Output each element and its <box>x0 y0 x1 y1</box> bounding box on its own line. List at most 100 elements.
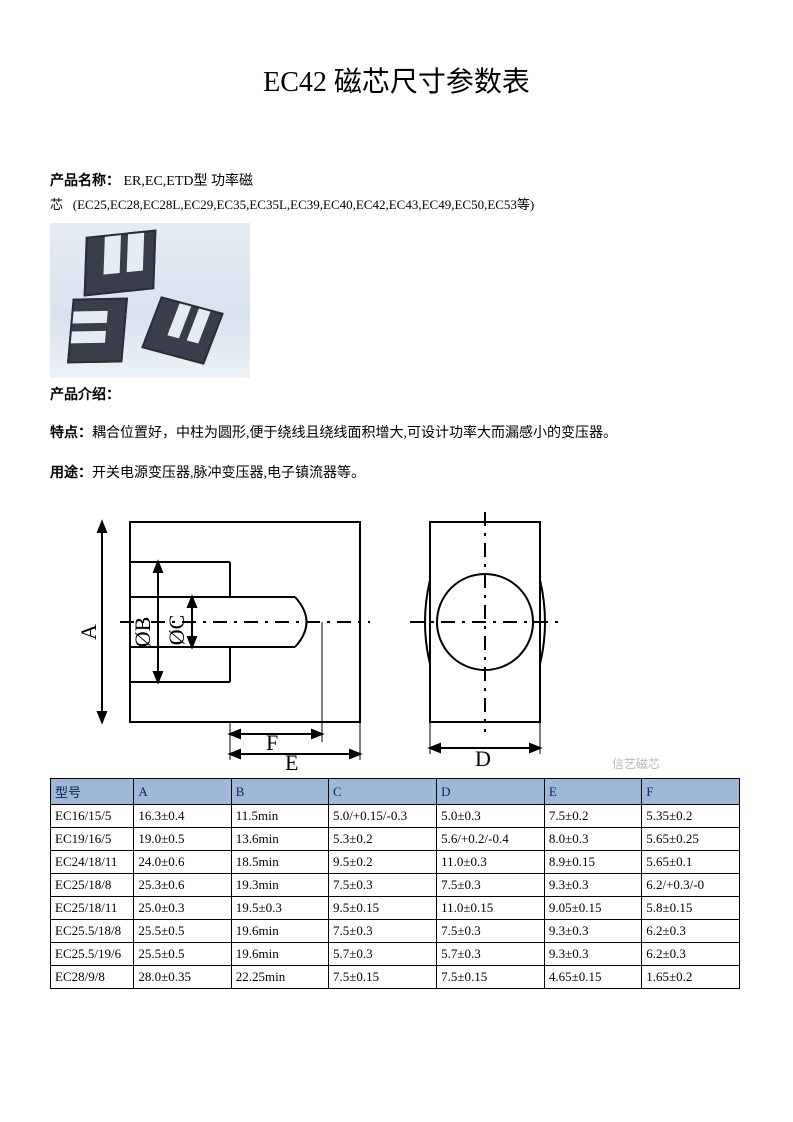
usage-line: 用途：开关电源变压器,脉冲变压器,电子镇流器等。 <box>50 462 743 482</box>
table-row: EC16/15/516.3±0.411.5min5.0/+0.15/-0.35.… <box>51 805 740 828</box>
table-cell: 7.5±0.3 <box>328 920 436 943</box>
product-photo <box>50 223 250 378</box>
product-name-line: 产品名称： ER,EC,ETD型 功率磁 <box>50 170 743 190</box>
table-cell: 19.6min <box>231 920 328 943</box>
table-cell: 7.5±0.15 <box>437 966 545 989</box>
dim-label-f: F <box>266 730 278 755</box>
table-cell: 9.3±0.3 <box>544 920 641 943</box>
table-header-cell: B <box>231 779 328 805</box>
table-row: EC25/18/825.3±0.619.3min7.5±0.37.5±0.39.… <box>51 874 740 897</box>
table-cell: EC25.5/19/6 <box>51 943 134 966</box>
table-cell: EC24/18/11 <box>51 851 134 874</box>
table-cell: 18.5min <box>231 851 328 874</box>
table-cell: 1.65±0.2 <box>642 966 740 989</box>
features-label: 特点： <box>50 426 92 441</box>
table-cell: 25.5±0.5 <box>134 920 231 943</box>
table-cell: 9.3±0.3 <box>544 874 641 897</box>
table-header-cell: 型号 <box>51 779 134 805</box>
usage-label: 用途： <box>50 466 92 481</box>
table-cell: 9.5±0.2 <box>328 851 436 874</box>
table-cell: EC28/9/8 <box>51 966 134 989</box>
table-cell: 6.2±0.3 <box>642 920 740 943</box>
table-cell: 19.6min <box>231 943 328 966</box>
table-cell: 22.25min <box>231 966 328 989</box>
watermark-text: 信艺磁芯 <box>612 755 660 772</box>
features-line: 特点：耦合位置好，中柱为圆形,便于绕线且绕线面积增大,可设计功率大而漏感小的变压… <box>50 422 743 442</box>
table-cell: EC25/18/11 <box>51 897 134 920</box>
table-cell: 5.35±0.2 <box>642 805 740 828</box>
table-cell: 19.5±0.3 <box>231 897 328 920</box>
table-cell: 5.3±0.2 <box>328 828 436 851</box>
table-cell: 8.9±0.15 <box>544 851 641 874</box>
dim-label-d: D <box>475 746 491 771</box>
table-cell: 4.65±0.15 <box>544 966 641 989</box>
table-cell: 25.5±0.5 <box>134 943 231 966</box>
technical-drawing: A ØB ØC F E D 信艺磁芯 <box>60 502 620 772</box>
table-cell: 11.5min <box>231 805 328 828</box>
dim-label-e: E <box>285 750 298 772</box>
dim-label-c: ØC <box>164 615 189 646</box>
dim-label-a: A <box>76 624 101 640</box>
models-prefix: 芯 <box>50 197 63 212</box>
table-cell: 24.0±0.6 <box>134 851 231 874</box>
table-cell: 5.0±0.3 <box>437 805 545 828</box>
drawing-svg: A ØB ØC F E D <box>60 502 620 772</box>
table-cell: 8.0±0.3 <box>544 828 641 851</box>
table-row: EC24/18/1124.0±0.618.5min9.5±0.211.0±0.3… <box>51 851 740 874</box>
table-cell: 28.0±0.35 <box>134 966 231 989</box>
core-piece-icon <box>84 230 157 297</box>
table-cell: 25.3±0.6 <box>134 874 231 897</box>
table-row: EC28/9/828.0±0.3522.25min7.5±0.157.5±0.1… <box>51 966 740 989</box>
table-cell: 13.6min <box>231 828 328 851</box>
table-row: EC19/16/519.0±0.513.6min5.3±0.25.6/+0.2/… <box>51 828 740 851</box>
table-cell: 5.65±0.25 <box>642 828 740 851</box>
spec-table: 型号ABCDEF EC16/15/516.3±0.411.5min5.0/+0.… <box>50 778 740 989</box>
usage-text: 开关电源变压器,脉冲变压器,电子镇流器等。 <box>92 466 365 481</box>
table-cell: 5.8±0.15 <box>642 897 740 920</box>
table-cell: 7.5±0.3 <box>437 874 545 897</box>
table-cell: 19.0±0.5 <box>134 828 231 851</box>
table-cell: EC25/18/8 <box>51 874 134 897</box>
table-cell: 7.5±0.15 <box>328 966 436 989</box>
table-cell: 7.5±0.2 <box>544 805 641 828</box>
table-header-cell: D <box>437 779 545 805</box>
table-cell: 5.0/+0.15/-0.3 <box>328 805 436 828</box>
table-header-cell: E <box>544 779 641 805</box>
table-cell: 5.65±0.1 <box>642 851 740 874</box>
product-name-value: ER,EC,ETD型 功率磁 <box>124 174 254 189</box>
table-cell: 19.3min <box>231 874 328 897</box>
table-row: EC25.5/18/825.5±0.519.6min7.5±0.37.5±0.3… <box>51 920 740 943</box>
table-cell: 9.3±0.3 <box>544 943 641 966</box>
table-cell: EC16/15/5 <box>51 805 134 828</box>
models-line: 芯 (EC25,EC28,EC28L,EC29,EC35,EC35L,EC39,… <box>50 194 743 213</box>
table-cell: 16.3±0.4 <box>134 805 231 828</box>
core-piece-icon <box>67 298 128 364</box>
table-cell: EC19/16/5 <box>51 828 134 851</box>
core-piece-icon <box>141 296 224 364</box>
table-header-cell: C <box>328 779 436 805</box>
table-cell: 11.0±0.15 <box>437 897 545 920</box>
table-cell: 5.7±0.3 <box>328 943 436 966</box>
table-cell: EC25.5/18/8 <box>51 920 134 943</box>
table-cell: 6.2±0.3 <box>642 943 740 966</box>
intro-label: 产品介绍： <box>50 384 743 404</box>
product-name-label: 产品名称： <box>50 174 120 189</box>
table-row: EC25.5/19/625.5±0.519.6min5.7±0.35.7±0.3… <box>51 943 740 966</box>
table-cell: 7.5±0.3 <box>328 874 436 897</box>
dim-label-b: ØB <box>130 617 155 648</box>
table-header-cell: F <box>642 779 740 805</box>
features-text: 耦合位置好，中柱为圆形,便于绕线且绕线面积增大,可设计功率大而漏感小的变压器。 <box>92 426 617 441</box>
table-cell: 9.05±0.15 <box>544 897 641 920</box>
table-head-row: 型号ABCDEF <box>51 779 740 805</box>
table-cell: 9.5±0.15 <box>328 897 436 920</box>
table-row: EC25/18/1125.0±0.319.5±0.39.5±0.1511.0±0… <box>51 897 740 920</box>
table-header-cell: A <box>134 779 231 805</box>
table-cell: 25.0±0.3 <box>134 897 231 920</box>
table-cell: 11.0±0.3 <box>437 851 545 874</box>
table-cell: 5.6/+0.2/-0.4 <box>437 828 545 851</box>
page-title: EC42 磁芯尺寸参数表 <box>50 60 743 100</box>
table-cell: 6.2/+0.3/-0 <box>642 874 740 897</box>
models-list: (EC25,EC28,EC28L,EC29,EC35,EC35L,EC39,EC… <box>73 197 535 212</box>
table-cell: 5.7±0.3 <box>437 943 545 966</box>
table-cell: 7.5±0.3 <box>437 920 545 943</box>
